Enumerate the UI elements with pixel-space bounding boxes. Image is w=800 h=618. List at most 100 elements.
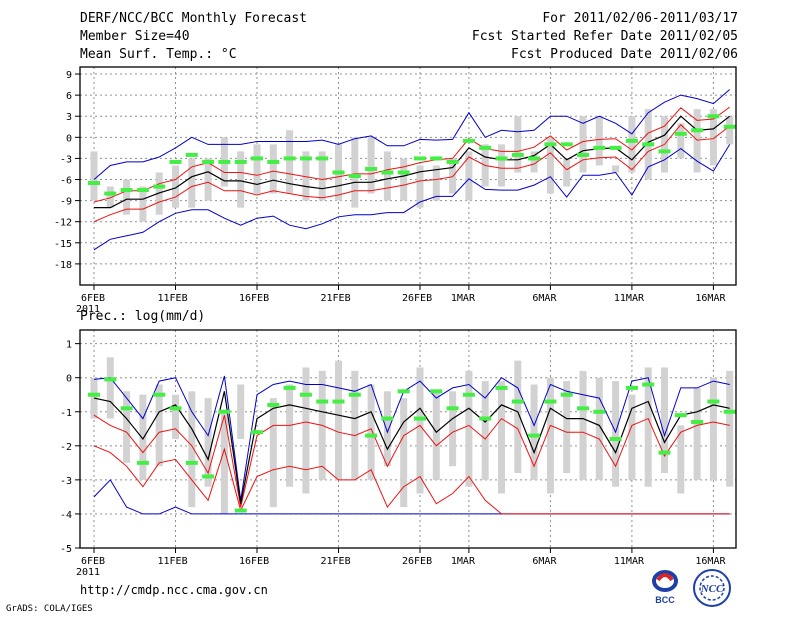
spread-box — [367, 137, 375, 194]
member-marker — [397, 170, 410, 175]
member-marker — [267, 402, 280, 407]
member-marker — [169, 406, 182, 411]
min-line — [93, 144, 731, 251]
spread-box — [237, 384, 245, 439]
ncc-logo-inner-ring — [699, 575, 725, 601]
x-tick-label: 6MAR — [532, 556, 557, 567]
spread-box — [90, 151, 98, 201]
spread-box — [595, 116, 603, 166]
ensemble-mean-line — [93, 391, 730, 504]
ncc-logo: NCC — [693, 569, 731, 607]
y-tick-label: -3 — [60, 154, 72, 165]
member-marker — [381, 416, 394, 421]
x-tick-label: 11MAR — [614, 293, 645, 304]
spread-box — [172, 394, 179, 439]
x-tick-label: 16FEB — [239, 293, 269, 304]
plot-frame — [79, 66, 737, 286]
spread-box — [139, 186, 147, 222]
member-marker — [169, 159, 182, 164]
member-marker — [691, 419, 704, 424]
member-marker — [348, 174, 361, 178]
y-tick-label: -5 — [60, 544, 72, 555]
x-tick-label: 2011 — [76, 567, 100, 578]
y-tick-label: -2 — [60, 442, 72, 453]
spread-box — [612, 165, 620, 173]
member-marker — [495, 156, 508, 161]
spread-box — [612, 381, 620, 487]
spread-box — [677, 123, 685, 159]
member-marker — [299, 392, 312, 397]
member-marker — [283, 156, 296, 161]
spread-box — [155, 172, 163, 215]
member-marker — [414, 156, 426, 161]
source-url[interactable]: http://cmdp.ncc.cma.gov.cn — [80, 583, 268, 597]
member-marker — [136, 188, 149, 193]
member-marker — [544, 142, 557, 147]
x-tick-label: 1MAR — [451, 293, 476, 304]
spread-box — [530, 384, 538, 480]
precip-panel-title: Prec.: log(mm/d) — [80, 309, 206, 324]
member-marker — [430, 389, 443, 394]
y-tick-label: -9 — [60, 197, 72, 208]
member-marker — [202, 474, 215, 479]
header-variable: Mean Surf. Temp.: °C — [80, 47, 237, 62]
spread-box — [709, 109, 717, 166]
max-line — [93, 89, 731, 180]
member-marker — [479, 416, 492, 421]
member-marker — [462, 138, 475, 143]
spread-box — [579, 116, 587, 173]
spread-box — [269, 144, 277, 194]
x-tick-label: 1MAR — [451, 556, 476, 567]
bcc-logo-swirl — [656, 573, 674, 582]
y-tick-label: 0 — [66, 374, 72, 385]
member-marker — [397, 389, 410, 394]
member-marker — [414, 416, 426, 421]
spread-box — [335, 360, 342, 480]
member-marker — [251, 430, 263, 435]
member-marker — [495, 385, 508, 390]
x-tick-label: 11MAR — [614, 556, 645, 567]
grads-credit: GrADS: COLA/IGES — [6, 604, 93, 614]
member-marker — [462, 392, 475, 397]
spread-box — [123, 391, 131, 463]
y-tick-label: 9 — [66, 70, 72, 81]
p75-line — [93, 123, 731, 223]
spread-box — [400, 158, 408, 201]
member-marker — [267, 159, 280, 164]
y-tick-label: 6 — [66, 91, 72, 102]
spread-box — [465, 151, 473, 201]
y-tick-label: 0 — [66, 133, 72, 144]
spread-box — [416, 165, 424, 208]
member-marker — [251, 156, 263, 161]
spread-box — [286, 384, 294, 487]
member-marker — [234, 508, 247, 513]
x-tick-label: 2011 — [76, 304, 100, 315]
spread-box — [237, 151, 245, 208]
spread-box — [383, 151, 391, 201]
spread-box — [383, 391, 391, 467]
header-produced-date: Fcst Produced Date 2011/02/06 — [511, 47, 738, 62]
spread-box — [644, 367, 652, 487]
member-marker — [528, 156, 541, 161]
spread-box — [514, 116, 522, 173]
spread-box — [563, 158, 571, 187]
spread-box — [253, 144, 261, 194]
x-tick-label: 6FEB — [81, 293, 105, 304]
spread-box — [367, 384, 375, 480]
spread-box — [726, 370, 734, 487]
member-marker — [234, 159, 247, 164]
member-marker — [88, 392, 100, 397]
header-member-size: Member Size=40 — [80, 29, 190, 44]
spread-box — [546, 377, 554, 494]
member-marker — [707, 399, 720, 404]
member-marker — [332, 399, 345, 404]
member-marker — [185, 460, 198, 465]
spread-box — [172, 165, 179, 208]
spread-box — [498, 381, 505, 494]
member-marker — [153, 184, 166, 189]
member-marker — [88, 181, 100, 186]
member-marker — [691, 128, 704, 133]
spread-box — [693, 387, 701, 480]
member-marker — [577, 406, 589, 411]
